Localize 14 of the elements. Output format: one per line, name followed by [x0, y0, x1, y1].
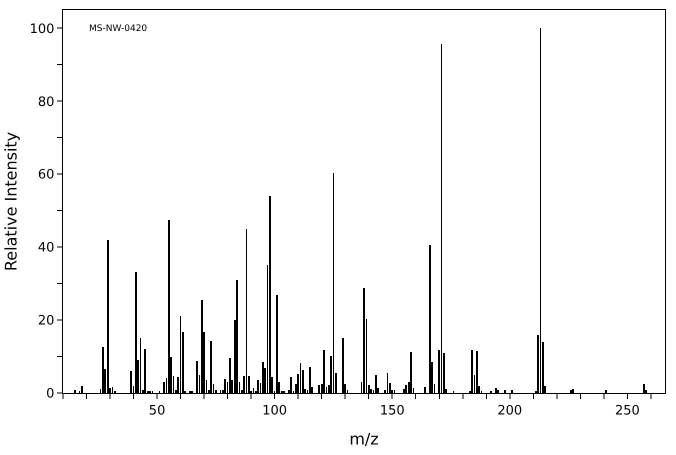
y-tick-label: 20	[38, 314, 54, 329]
y-tick-label: 0	[46, 386, 54, 402]
x-tick-label: 100	[262, 404, 288, 419]
y-tick-label: 60	[38, 168, 54, 183]
x-axis-title: m/z	[349, 429, 379, 448]
x-tick-label: 250	[614, 404, 640, 419]
y-tick-label: 80	[38, 94, 54, 110]
annotation: MS-NW-0420	[89, 24, 148, 34]
y-tick-label: 100	[30, 22, 54, 37]
x-tick-label: 150	[380, 404, 405, 419]
y-tick-label: 40	[38, 240, 54, 256]
y-axis-title: Relative Intensity	[1, 132, 20, 272]
x-tick-label: 50	[148, 404, 166, 419]
x-tick-label: 200	[497, 404, 522, 419]
